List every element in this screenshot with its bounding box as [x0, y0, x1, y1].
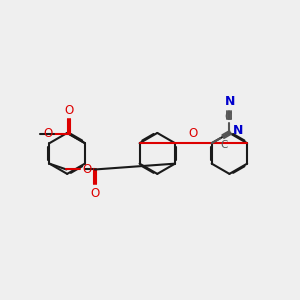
- Text: C: C: [225, 112, 232, 122]
- Text: O: O: [82, 163, 91, 176]
- Text: N: N: [225, 94, 235, 108]
- Text: O: O: [64, 104, 74, 117]
- Text: O: O: [90, 187, 99, 200]
- Text: C: C: [220, 140, 227, 150]
- Text: N: N: [233, 124, 244, 137]
- Text: O: O: [189, 127, 198, 140]
- Text: O: O: [43, 127, 52, 140]
